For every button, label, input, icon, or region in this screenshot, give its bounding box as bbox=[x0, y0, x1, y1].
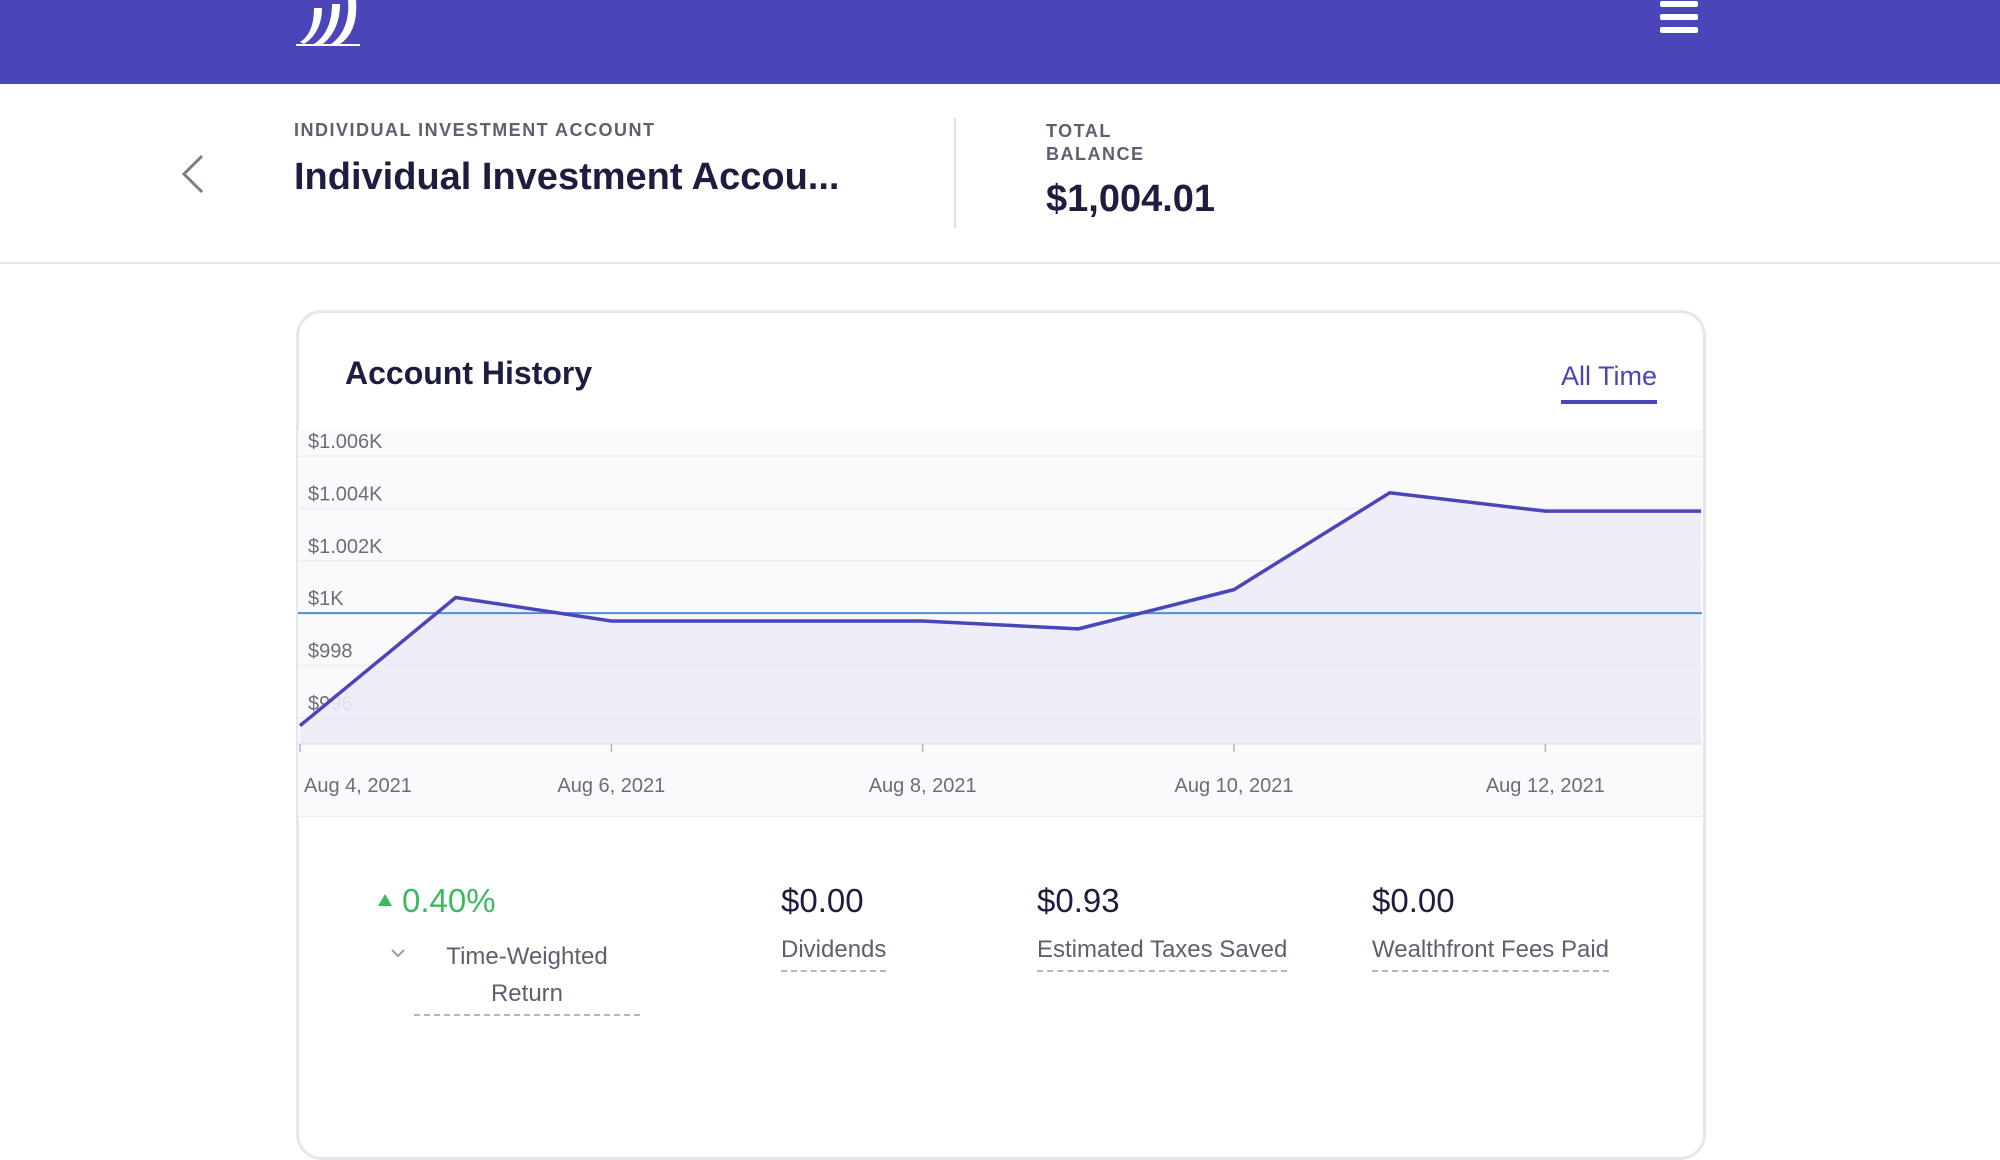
card-title: Account History bbox=[345, 355, 593, 391]
y-tick-label: $1.004K bbox=[308, 484, 383, 506]
dividends-stat: $0.00 Dividends bbox=[781, 882, 887, 972]
account-name: Individual Investment Accou... bbox=[294, 156, 840, 198]
dividends-label[interactable]: Dividends bbox=[781, 936, 887, 972]
header-divider bbox=[954, 118, 956, 228]
wealthfront-logo[interactable] bbox=[292, 0, 364, 48]
divider bbox=[299, 815, 1703, 817]
chevron-down-icon[interactable] bbox=[388, 946, 408, 960]
y-tick-label: $998 bbox=[308, 641, 353, 663]
fees-paid-label[interactable]: Wealthfront Fees Paid bbox=[1372, 936, 1610, 972]
fees-paid-value: $0.00 bbox=[1372, 882, 1455, 919]
x-tick-label: Aug 10, 2021 bbox=[1175, 775, 1294, 797]
series-line bbox=[298, 491, 1701, 728]
y-tick-label: $1.002K bbox=[308, 536, 383, 558]
y-tick-label: $1K bbox=[308, 588, 344, 610]
x-tick-label: Aug 12, 2021 bbox=[1486, 775, 1605, 797]
time-range-tab-all-time[interactable]: All Time bbox=[1561, 361, 1658, 404]
series-area bbox=[300, 492, 1701, 744]
twr-label[interactable]: Time-Weighted Return bbox=[414, 938, 640, 1016]
taxes-saved-label[interactable]: Estimated Taxes Saved bbox=[1037, 936, 1288, 972]
account-header: INDIVIDUAL INVESTMENT ACCOUNT Individual… bbox=[0, 84, 2000, 264]
total-balance-value: $1,004.01 bbox=[1046, 178, 1216, 220]
twr-value: 0.40% bbox=[402, 882, 496, 919]
x-tick-label: Aug 6, 2021 bbox=[557, 775, 665, 797]
total-balance-label: TOTAL BALANCE bbox=[1046, 121, 1145, 164]
x-tick-label: Aug 8, 2021 bbox=[869, 775, 977, 797]
account-type-label: INDIVIDUAL INVESTMENT ACCOUNT bbox=[294, 120, 656, 140]
taxes-saved-stat: $0.93 Estimated Taxes Saved bbox=[1037, 882, 1288, 972]
triangle-up-icon bbox=[378, 894, 392, 906]
y-tick-label: $1.006K bbox=[308, 431, 383, 453]
dividends-value: $0.00 bbox=[781, 882, 864, 919]
taxes-saved-value: $0.93 bbox=[1037, 882, 1120, 919]
hamburger-menu-icon[interactable] bbox=[1656, 0, 1700, 38]
chevron-left-icon[interactable] bbox=[176, 150, 212, 198]
top-nav-bar bbox=[0, 0, 2000, 84]
x-tick-label: Aug 4, 2021 bbox=[304, 775, 412, 797]
fees-paid-stat: $0.00 Wealthfront Fees Paid bbox=[1372, 882, 1610, 972]
twr-stat: 0.40% bbox=[378, 882, 496, 920]
